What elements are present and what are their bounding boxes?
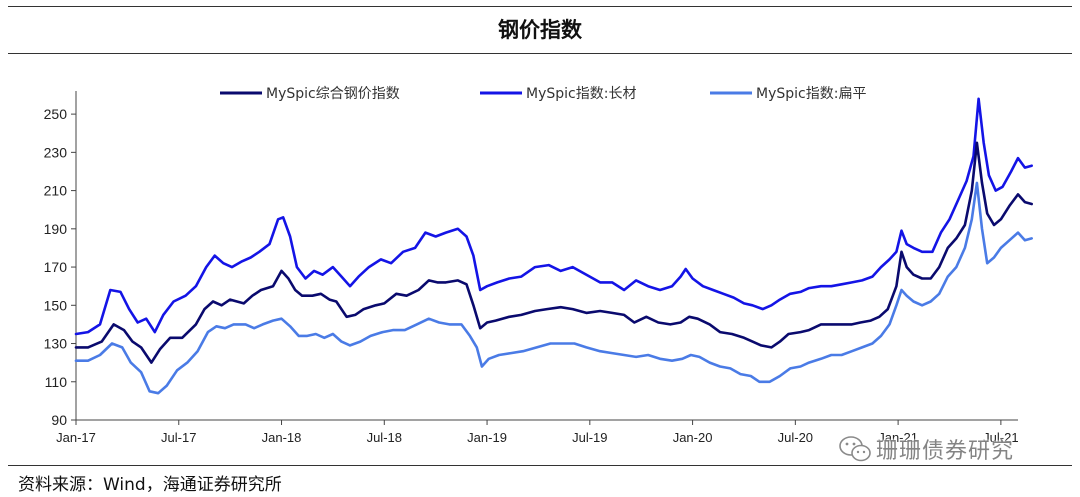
watermark-text: 珊珊债券研究 [876, 439, 1015, 464]
x-tick-label: Jul-18 [367, 430, 402, 445]
x-tick-label: Jan-21 [878, 430, 918, 445]
legend-label-3: MySpic指数:扁平 [756, 86, 866, 102]
y-tick-label: 210 [44, 183, 68, 199]
source-note: 资料来源：Wind，海通证券研究所 [18, 475, 282, 495]
title-rule [8, 53, 1072, 54]
y-tick-label: 250 [44, 106, 68, 122]
series-line-1 [74, 141, 1033, 364]
x-tick-label: Jul-19 [572, 430, 607, 445]
y-tick-label: 150 [44, 297, 68, 313]
bottom-rule [8, 465, 1072, 466]
x-tick-label: Jul-17 [161, 430, 196, 445]
wechat-icon [839, 436, 871, 462]
y-tick-label: 190 [44, 221, 68, 237]
watermark: 珊珊债券研究 [838, 432, 1043, 466]
x-tick-label: Jan-17 [56, 430, 96, 445]
legend-label-2: MySpic指数:长材 [526, 86, 636, 102]
steel-price-chart: 90 110 130 150 170 190 210 230 250 Jan-17 Jul-17 Ja… [44, 86, 1033, 445]
x-tick-label: Jan-20 [673, 430, 713, 445]
legend-label-1: MySpic综合钢价指数 [266, 86, 400, 102]
page-title: 钢价指数 [498, 18, 582, 42]
y-tick-label: 170 [44, 259, 68, 275]
x-tick-label: Jul-21 [983, 430, 1018, 445]
series-line-2 [74, 97, 1033, 336]
x-tick-label: Jan-18 [262, 430, 302, 445]
series-line-3 [74, 181, 1033, 395]
y-tick-label: 130 [44, 336, 68, 352]
y-tick-label: 90 [51, 412, 67, 428]
y-tick-label: 230 [44, 144, 68, 160]
top-rule [8, 6, 1072, 7]
x-tick-label: Jan-19 [467, 430, 507, 445]
x-tick-label: Jul-20 [778, 430, 813, 445]
y-tick-label: 110 [45, 374, 68, 390]
